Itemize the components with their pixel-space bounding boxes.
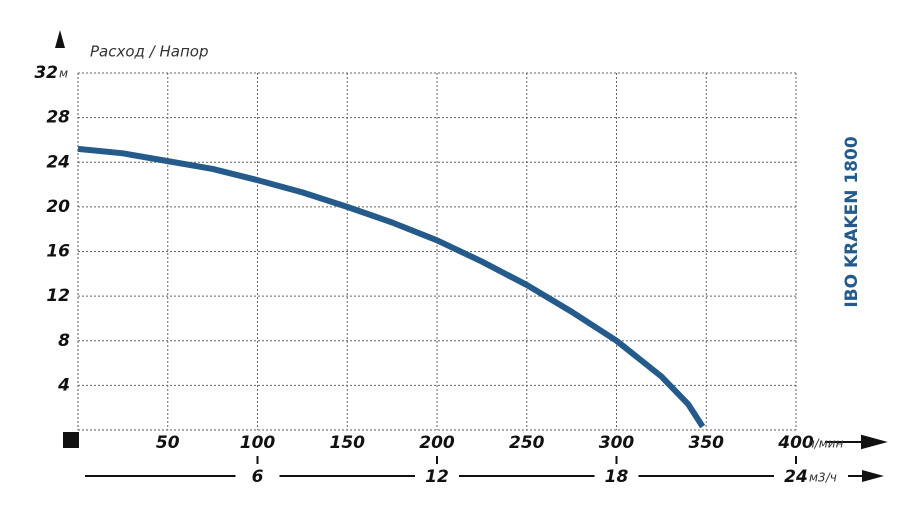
x-tick-label: 300 [599, 433, 635, 453]
side-title: IBO KRAKEN 1800 [842, 136, 862, 307]
x-arrow [825, 434, 888, 450]
x2-tick-label: 24 [784, 467, 808, 487]
x-tick-label: 400 [777, 433, 814, 453]
x-tick-label: 250 [509, 433, 545, 453]
x2-unit: м3/ч [809, 471, 837, 485]
x2-label-bg [594, 466, 639, 486]
x-tick-label: 350 [689, 433, 725, 453]
x-tick-label: 100 [240, 433, 276, 453]
y-arrow [55, 30, 65, 48]
x2-tick-label: 18 [605, 467, 629, 487]
y-tick-label: 8 [58, 331, 70, 351]
x-tick-label: 150 [330, 433, 366, 453]
x2-label-bg [415, 466, 459, 486]
x-tick-label: 200 [419, 433, 455, 453]
x2-arrow [862, 470, 884, 482]
y-tick-label: 12 [46, 286, 70, 306]
chart-title: Расход / Напор [90, 43, 208, 61]
y-tick-label: 24 [46, 152, 70, 172]
x2-unit-bg [808, 466, 848, 486]
y-tick-label: 28 [46, 108, 70, 128]
x2-label-bg [774, 466, 818, 486]
origin-square [63, 432, 79, 448]
x2-label-bg [235, 466, 280, 486]
y-tick-label: 4 [57, 375, 70, 395]
y-tick-label: 20 [46, 197, 70, 217]
x-unit: л/мин [806, 437, 844, 451]
x2-tick-label: 6 [252, 467, 264, 487]
x2-tick-label: 12 [425, 467, 449, 487]
y-tick-label: 32 [34, 63, 58, 83]
x-tick-label: 50 [156, 433, 180, 453]
y-unit: м [59, 67, 68, 81]
y-tick-label: 16 [46, 242, 70, 262]
curve [77, 145, 706, 429]
